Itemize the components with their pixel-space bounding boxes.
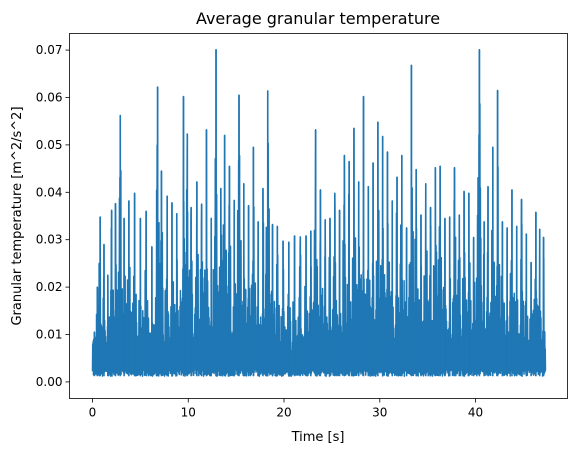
y-tick-label: 0.04 [36,185,63,199]
y-tick-label: 0.05 [36,138,63,152]
y-tick-label: 0.06 [36,90,63,104]
y-tick-label: 0.00 [36,375,63,389]
y-axis-label: Granular temperature [m^2/s^2] [10,106,25,325]
y-tick-label: 0.03 [36,233,63,247]
x-tick-label: 30 [372,406,387,420]
x-tick-label: 0 [89,406,97,420]
x-axis-ticks: 0 10 20 30 40 [89,398,483,420]
x-axis-label: Time [s] [291,430,345,445]
x-tick-label: 40 [468,406,483,420]
x-tick-label: 20 [276,406,291,420]
x-tick-label: 10 [181,406,196,420]
y-tick-label: 0.02 [36,280,63,294]
y-axis-ticks: 0.00 0.01 0.02 0.03 0.04 0.05 0.06 0.07 [36,43,70,389]
plot-frame [69,33,568,399]
chart-title: Average granular temperature [196,9,440,28]
y-tick-label: 0.07 [36,43,63,57]
y-tick-label: 0.01 [36,328,63,342]
plot-area [91,48,547,377]
